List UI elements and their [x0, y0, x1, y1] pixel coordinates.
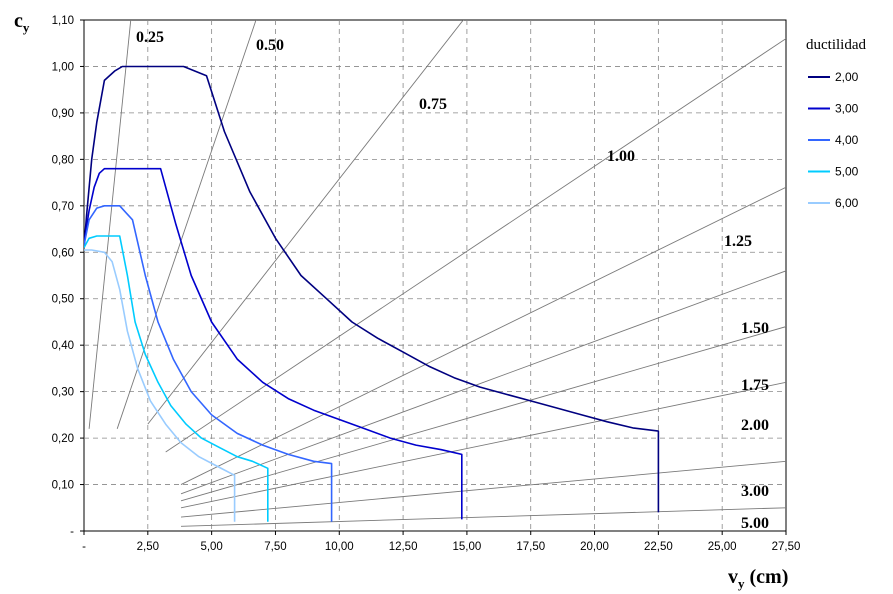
- y-tick-label: 0,50: [52, 294, 74, 306]
- grid-lines: [84, 20, 786, 531]
- ratio-line: [88, 20, 132, 429]
- ratio-line: [180, 270, 786, 495]
- x-axis-title: vy (cm): [728, 566, 788, 591]
- x-tick-label: 27,50: [772, 541, 801, 553]
- legend-items: 2,00 3,00 4,00 5,00 6,00: [808, 70, 859, 210]
- y-tick-label: 0,70: [52, 201, 74, 213]
- ratio-label: 1.50: [741, 320, 769, 337]
- y-tick-label: 0,20: [52, 433, 74, 445]
- x-tick-label: 12,50: [389, 541, 418, 553]
- legend-entry: 6,00: [835, 196, 859, 210]
- ratio-line: [180, 460, 786, 518]
- series-line-5,00: [84, 235, 269, 522]
- ratio-lines: [88, 20, 786, 527]
- plot-area: [83, 19, 787, 532]
- y-axis-ticks: - 0,10 0,20 0,30 0,40 0,50 0,60 0,70 0,80 0,90 1,0…: [52, 15, 84, 538]
- ratio-label: 0.50: [256, 37, 284, 54]
- ratio-labels: 0.25 0.50 0.75 1.00 1.25 1.50 1.75 2.00 3.00 5.00: [136, 29, 769, 532]
- legend-entry: 2,00: [835, 70, 859, 84]
- series-line-4,00: [84, 205, 333, 522]
- ratio-label: 0.25: [136, 29, 164, 46]
- legend-entry: 5,00: [835, 165, 859, 179]
- ratio-label: 2.00: [741, 417, 769, 434]
- y-tick-label: 0,30: [52, 387, 74, 399]
- y-axis-title: cy: [14, 10, 30, 35]
- x-tick-label: 25,00: [708, 541, 737, 553]
- ratio-line: [180, 507, 786, 527]
- legend: ductilidad 2,00 3,00 4,00 5,00 6,00: [806, 37, 866, 210]
- y-tick-label: -: [70, 526, 74, 538]
- x-axis-ticks: - 2,50 5,00 7,50 10,00 12,50 15,00 17,50 20,00 22…: [82, 531, 800, 553]
- legend-entry: 4,00: [835, 133, 859, 147]
- ratio-label: 3.00: [741, 483, 769, 500]
- x-tick-label: 10,00: [325, 541, 354, 553]
- y-tick-label: 0,40: [52, 340, 74, 352]
- legend-entry: 3,00: [835, 102, 859, 116]
- ratio-line: [180, 381, 786, 509]
- ratio-line: [180, 326, 786, 502]
- y-tick-label: 0,90: [52, 108, 74, 120]
- x-tick-label: 2,50: [137, 541, 159, 553]
- ratio-label: 5.00: [741, 515, 769, 532]
- y-tick-label: 0,80: [52, 154, 74, 166]
- x-tick-label: -: [82, 541, 86, 553]
- x-tick-label: 7,50: [264, 541, 286, 553]
- ratio-line: [116, 20, 257, 429]
- ratio-line: [165, 38, 786, 453]
- ratio-label: 1.25: [724, 233, 752, 250]
- y-tick-label: 0,10: [52, 480, 74, 492]
- x-tick-label: 20,00: [580, 541, 609, 553]
- ratio-label: 1.75: [741, 377, 769, 394]
- series-line-2,00: [84, 65, 660, 513]
- x-tick-label: 15,00: [453, 541, 482, 553]
- ratio-line: [180, 186, 786, 485]
- legend-title: ductilidad: [806, 37, 866, 53]
- series-line-3,00: [84, 167, 463, 520]
- ratio-line: [147, 20, 464, 425]
- x-tick-label: 17,50: [516, 541, 545, 553]
- y-tick-label: 1,00: [52, 61, 74, 73]
- series-line-6,00: [84, 249, 236, 522]
- y-tick-label: 1,10: [52, 15, 74, 27]
- ratio-label: 0.75: [419, 96, 447, 113]
- ratio-label: 1.00: [607, 148, 635, 165]
- x-tick-label: 22,50: [644, 541, 673, 553]
- x-tick-label: 5,00: [200, 541, 222, 553]
- y-tick-label: 0,60: [52, 247, 74, 259]
- ductility-curves: [84, 65, 660, 522]
